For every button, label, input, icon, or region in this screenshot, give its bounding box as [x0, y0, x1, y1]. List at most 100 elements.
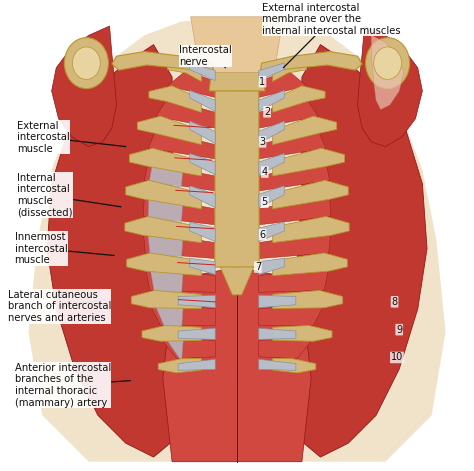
- Text: 7: 7: [255, 262, 261, 272]
- Ellipse shape: [64, 38, 109, 89]
- Polygon shape: [28, 17, 446, 462]
- Polygon shape: [167, 71, 215, 97]
- Polygon shape: [190, 90, 215, 111]
- Polygon shape: [190, 222, 215, 242]
- Ellipse shape: [374, 47, 401, 80]
- Polygon shape: [259, 130, 326, 159]
- Ellipse shape: [228, 223, 246, 237]
- Polygon shape: [52, 26, 117, 146]
- Ellipse shape: [228, 139, 246, 154]
- Text: Lateral cutaneous
branch of intercostal
nerves and arteries: Lateral cutaneous branch of intercostal …: [8, 290, 111, 323]
- Text: 5: 5: [262, 197, 268, 207]
- Polygon shape: [148, 227, 188, 260]
- Polygon shape: [150, 305, 215, 325]
- Ellipse shape: [228, 251, 246, 265]
- Polygon shape: [259, 328, 296, 340]
- Polygon shape: [190, 186, 215, 208]
- Polygon shape: [259, 186, 284, 208]
- Polygon shape: [260, 51, 362, 73]
- Polygon shape: [273, 180, 348, 209]
- Polygon shape: [149, 86, 201, 112]
- Text: 8: 8: [392, 297, 398, 307]
- Polygon shape: [178, 328, 215, 340]
- Polygon shape: [259, 339, 313, 358]
- Polygon shape: [259, 99, 318, 128]
- Polygon shape: [259, 90, 284, 111]
- Polygon shape: [148, 130, 215, 159]
- Text: 6: 6: [259, 230, 265, 240]
- Polygon shape: [209, 73, 265, 91]
- Ellipse shape: [228, 279, 246, 292]
- Polygon shape: [259, 222, 284, 242]
- Polygon shape: [127, 253, 201, 276]
- Polygon shape: [144, 163, 215, 191]
- Polygon shape: [191, 17, 283, 73]
- Polygon shape: [142, 325, 201, 341]
- Polygon shape: [273, 358, 316, 373]
- Ellipse shape: [228, 112, 246, 126]
- Text: Intercostal
nerve: Intercostal nerve: [179, 45, 232, 68]
- Polygon shape: [259, 258, 284, 275]
- Ellipse shape: [228, 167, 246, 181]
- Polygon shape: [129, 148, 201, 176]
- Polygon shape: [273, 253, 347, 276]
- Ellipse shape: [228, 418, 246, 431]
- Polygon shape: [259, 232, 331, 259]
- Polygon shape: [372, 35, 404, 109]
- Polygon shape: [47, 45, 191, 457]
- Ellipse shape: [228, 195, 246, 209]
- Ellipse shape: [365, 38, 410, 89]
- Text: 9: 9: [396, 325, 402, 334]
- Polygon shape: [259, 196, 331, 225]
- Text: 1: 1: [259, 77, 265, 87]
- Polygon shape: [112, 51, 214, 73]
- Text: Anterior intercostal
branches of the
internal thoracic
(mammary) artery: Anterior intercostal branches of the int…: [15, 363, 130, 408]
- Polygon shape: [259, 71, 307, 97]
- Polygon shape: [150, 262, 188, 297]
- Polygon shape: [273, 148, 345, 176]
- Polygon shape: [259, 359, 296, 370]
- Polygon shape: [125, 217, 201, 243]
- Polygon shape: [190, 63, 215, 81]
- Polygon shape: [259, 305, 324, 325]
- Ellipse shape: [228, 334, 246, 348]
- Polygon shape: [167, 59, 201, 81]
- Text: External intercostal
membrane over the
internal intercostal muscles: External intercostal membrane over the i…: [263, 2, 401, 68]
- Polygon shape: [273, 325, 332, 341]
- Text: 2: 2: [264, 107, 270, 117]
- Polygon shape: [283, 45, 427, 457]
- Polygon shape: [259, 63, 284, 81]
- Polygon shape: [149, 158, 188, 187]
- Polygon shape: [156, 99, 215, 128]
- Polygon shape: [190, 154, 215, 175]
- Ellipse shape: [73, 47, 100, 80]
- Polygon shape: [190, 121, 215, 144]
- Ellipse shape: [228, 390, 246, 404]
- Polygon shape: [126, 180, 201, 209]
- Ellipse shape: [228, 56, 246, 70]
- Polygon shape: [145, 268, 215, 292]
- Text: Internal
intercostal
muscle
(dissected): Internal intercostal muscle (dissected): [17, 173, 121, 218]
- Text: 4: 4: [262, 167, 268, 177]
- Polygon shape: [143, 232, 215, 259]
- Polygon shape: [161, 339, 215, 358]
- Polygon shape: [165, 334, 188, 364]
- Polygon shape: [178, 295, 215, 308]
- Polygon shape: [357, 26, 422, 146]
- Polygon shape: [259, 121, 284, 144]
- Polygon shape: [131, 291, 201, 309]
- Polygon shape: [190, 258, 215, 275]
- Text: Innermost
intercostal
muscle: Innermost intercostal muscle: [15, 232, 114, 265]
- Polygon shape: [143, 196, 215, 225]
- Ellipse shape: [228, 84, 246, 98]
- Ellipse shape: [228, 362, 246, 376]
- Polygon shape: [273, 86, 325, 112]
- Polygon shape: [273, 291, 343, 309]
- Polygon shape: [178, 359, 215, 370]
- Polygon shape: [259, 154, 284, 175]
- Text: 10: 10: [391, 352, 403, 363]
- Text: External
intercostal
muscle: External intercostal muscle: [17, 121, 126, 154]
- Text: 3: 3: [259, 137, 265, 147]
- Polygon shape: [220, 267, 254, 295]
- Polygon shape: [137, 116, 201, 145]
